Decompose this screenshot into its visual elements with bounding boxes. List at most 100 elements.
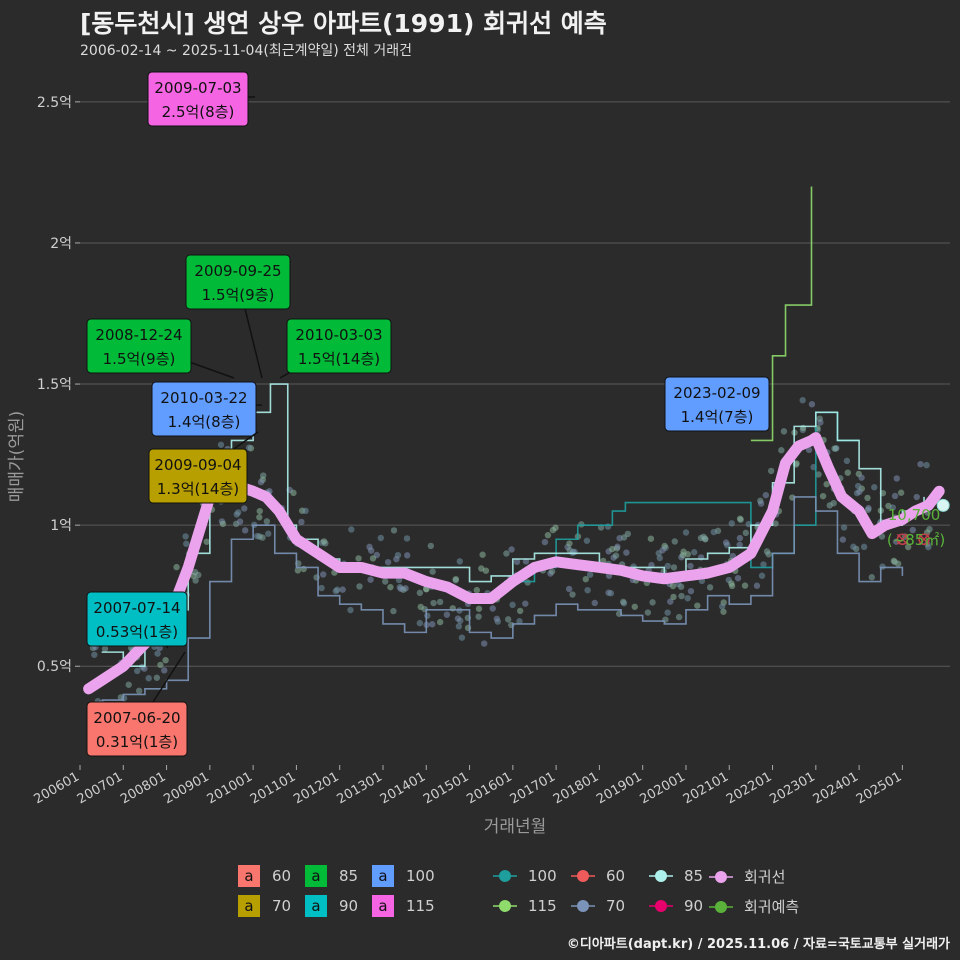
forecast-marker-x xyxy=(918,533,930,545)
x-tick-label: 202101 xyxy=(681,769,731,807)
transaction-point xyxy=(233,511,240,518)
transaction-point xyxy=(236,518,244,525)
legend-swatch xyxy=(571,900,595,912)
transaction-point xyxy=(452,576,459,584)
transaction-point xyxy=(614,543,621,550)
annotation-price: 1.5억(9층) xyxy=(202,286,275,304)
transaction-point xyxy=(101,645,109,652)
transaction-point xyxy=(823,481,830,488)
transaction-point xyxy=(203,538,210,545)
annotation-date: 2009-09-04 xyxy=(154,456,241,474)
legend-label: 60 xyxy=(606,867,626,885)
annotation-price: 1.4억(7층) xyxy=(681,408,754,426)
transaction-point xyxy=(687,562,694,570)
transaction-point xyxy=(566,540,573,547)
annotation-box xyxy=(86,318,192,374)
transaction-point xyxy=(890,557,898,565)
transaction-point xyxy=(475,613,482,620)
x-tick-label: 201401 xyxy=(378,769,428,807)
transaction-point xyxy=(347,606,354,614)
latest-point xyxy=(936,498,950,512)
transaction-point xyxy=(173,563,180,571)
transaction-point xyxy=(480,640,488,647)
forecast-marker xyxy=(918,533,930,546)
transaction-point xyxy=(458,634,466,641)
transaction-point xyxy=(778,447,785,454)
transaction-point xyxy=(424,612,431,619)
transaction-point xyxy=(403,535,411,542)
x-tick-label: 202401 xyxy=(811,769,861,807)
legend-label: 85 xyxy=(684,867,704,885)
transaction-point xyxy=(816,415,823,422)
transaction-point xyxy=(489,605,496,612)
transaction-point xyxy=(662,616,669,623)
legend-line-회귀선: 회귀선 xyxy=(708,866,785,887)
transaction-point xyxy=(161,667,168,674)
transaction-point xyxy=(659,547,666,554)
annotation-label: 2009-09-04 1.3억(14층) xyxy=(148,431,259,504)
transaction-point xyxy=(805,446,813,454)
annotation-price: 1.5억(14층) xyxy=(298,350,380,368)
transaction-point xyxy=(616,534,623,542)
transaction-point xyxy=(757,500,765,507)
transaction-point xyxy=(664,562,671,570)
legend-swatch: a xyxy=(372,895,394,917)
transaction-point xyxy=(819,492,827,500)
transaction-point xyxy=(889,504,897,511)
transaction-point xyxy=(612,552,620,559)
legend-swatch: a xyxy=(305,865,327,887)
legend-label: 85 xyxy=(339,867,359,885)
transaction-point xyxy=(808,401,816,408)
transaction-point xyxy=(897,489,905,496)
forecast-value-label: 10,700 xyxy=(888,506,941,524)
legend-label: 90 xyxy=(339,897,359,915)
transaction-point xyxy=(631,603,638,610)
transaction-point xyxy=(678,592,685,600)
transaction-point xyxy=(736,541,743,549)
transaction-point xyxy=(691,549,698,556)
transaction-point xyxy=(670,564,678,571)
legend-label: 100 xyxy=(528,867,557,885)
transaction-point xyxy=(694,602,701,609)
x-tick-label: 200701 xyxy=(75,769,125,807)
transaction-point xyxy=(259,534,266,541)
transaction-point xyxy=(478,565,485,572)
transaction-point xyxy=(891,492,899,500)
transaction-point xyxy=(815,471,822,478)
transaction-point xyxy=(565,585,573,593)
transaction-point xyxy=(318,584,325,592)
transaction-point xyxy=(623,549,630,556)
transaction-point xyxy=(134,667,141,675)
transaction-point xyxy=(455,623,463,630)
annotation-date: 2010-03-03 xyxy=(295,326,382,344)
transaction-point xyxy=(760,561,767,568)
transaction-point xyxy=(925,543,932,551)
transaction-point xyxy=(427,542,435,550)
transaction-point xyxy=(334,586,341,593)
transaction-point xyxy=(871,484,878,491)
transaction-point xyxy=(367,547,375,554)
transaction-point xyxy=(675,613,683,621)
transaction-point xyxy=(647,535,655,542)
transaction-point xyxy=(763,548,771,555)
annotation-date: 2009-09-25 xyxy=(194,262,281,280)
legend-label: 90 xyxy=(684,897,704,915)
transaction-point xyxy=(417,603,424,611)
transaction-point xyxy=(854,482,862,490)
x-tick-label: 201601 xyxy=(464,769,514,807)
transaction-point xyxy=(182,533,189,540)
transaction-point xyxy=(710,528,718,536)
transaction-point xyxy=(454,615,462,622)
annotation-box xyxy=(286,318,392,374)
transaction-point xyxy=(265,530,272,537)
transaction-point xyxy=(241,527,249,534)
transaction-point xyxy=(135,687,143,695)
transaction-point xyxy=(516,618,523,625)
legend-area-100: a 100 xyxy=(372,865,435,887)
transaction-point xyxy=(154,650,161,657)
transaction-point xyxy=(904,543,912,551)
transaction-point xyxy=(245,444,253,451)
transaction-point xyxy=(479,551,486,558)
legend-line-100: 100 xyxy=(492,866,557,886)
transaction-point xyxy=(856,488,863,495)
